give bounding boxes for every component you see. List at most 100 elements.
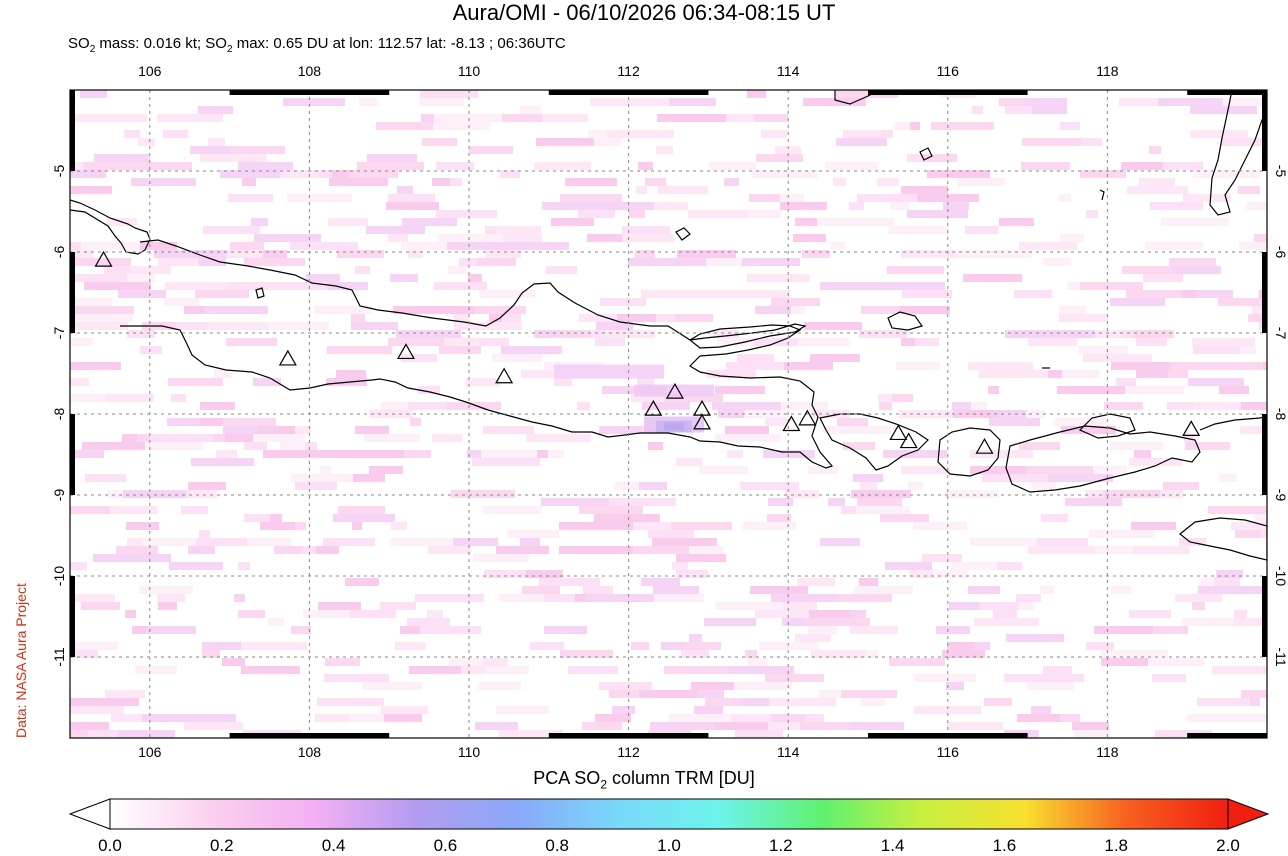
so2-pixel — [798, 338, 850, 346]
so2-pixel — [901, 186, 948, 194]
so2-pixel — [1196, 290, 1233, 298]
so2-pixel — [1250, 698, 1260, 706]
so2-pixel — [521, 370, 555, 378]
so2-pixel — [396, 330, 461, 338]
so2-pixel — [427, 610, 443, 618]
so2-pixel — [748, 658, 768, 666]
map-frame-bars — [70, 90, 1267, 738]
so2-pixel — [156, 714, 171, 722]
coast-bawean — [919, 147, 933, 161]
so2-pixel — [131, 178, 196, 186]
lat-tick-label-right: -8 — [1273, 408, 1288, 421]
so2-pixel — [422, 138, 457, 146]
so2-pixel — [1085, 490, 1103, 498]
so2-pixel — [220, 170, 280, 178]
so2-pixel — [390, 274, 418, 282]
so2-pixel — [388, 338, 444, 346]
so2-pixel — [142, 714, 156, 722]
so2-pixel — [1017, 714, 1060, 722]
so2-pixel — [633, 522, 671, 530]
frame-bar-bottom — [548, 733, 709, 738]
so2-pixel — [800, 722, 850, 730]
so2-pixel — [896, 362, 940, 370]
so2-pixel — [81, 602, 120, 610]
so2-pixel — [70, 706, 124, 714]
so2-pixel — [943, 202, 969, 210]
so2-pixel — [1116, 378, 1136, 386]
so2-pixel — [353, 474, 385, 482]
so2-pixel — [1081, 138, 1102, 146]
so2-pixel — [1119, 98, 1158, 106]
so2-pixel — [872, 218, 894, 226]
so2-pixel — [1219, 386, 1249, 394]
so2-pixel — [70, 650, 98, 658]
frame-bar-top — [868, 90, 1028, 95]
so2-pixel — [290, 242, 358, 250]
so2-pixel — [599, 426, 643, 434]
so2-pixel — [453, 538, 498, 546]
frame-bar-right — [1262, 90, 1267, 171]
so2-pixel — [654, 202, 688, 210]
so2-pixel — [1067, 282, 1080, 290]
volcano-triangle-icon — [899, 432, 918, 449]
so2-pixel — [70, 186, 112, 194]
lon-tick-label-top: 118 — [1096, 63, 1119, 79]
so2-pixel — [367, 154, 417, 162]
colorbar-tick-label: 0.6 — [433, 836, 458, 855]
so2-pixel — [381, 706, 428, 714]
so2-pixel — [768, 722, 800, 730]
so2-pixel — [636, 186, 647, 194]
so2-pixel — [731, 714, 771, 722]
so2-pixel — [402, 218, 457, 226]
so2-pixel — [866, 650, 878, 658]
so2-pixel — [853, 474, 883, 482]
so2-pixel — [559, 522, 593, 530]
so2-pixel — [496, 546, 549, 554]
so2-pixel — [747, 274, 810, 282]
so2-pixel — [579, 506, 643, 514]
so2-pixel — [111, 714, 142, 722]
volcano-triangle-icon — [396, 343, 415, 360]
so2-pixel — [428, 546, 471, 554]
so2-pixel — [351, 322, 398, 330]
so2-pixel — [486, 250, 521, 258]
so2-pixel — [332, 170, 349, 178]
coast-java — [120, 239, 834, 469]
so2-pixel — [317, 170, 332, 178]
frame-bar-right — [1262, 414, 1267, 495]
so2-pixel — [709, 162, 756, 170]
so2-enhanced-pixel — [634, 384, 715, 397]
so2-pixel — [295, 482, 337, 490]
so2-pixel — [270, 514, 282, 522]
so2-pixel — [945, 490, 999, 498]
so2-pixel — [244, 514, 270, 522]
so2-pixel — [140, 242, 177, 250]
so2-pixel — [1192, 602, 1205, 610]
so2-pixel — [595, 338, 625, 346]
so2-pixel — [213, 434, 225, 442]
so2-pixel — [1223, 98, 1267, 106]
so2-pixel — [748, 210, 781, 218]
so2-pixel — [1212, 666, 1263, 674]
so2-pixel — [418, 386, 440, 394]
so2-pixel — [963, 274, 1022, 282]
so2-pixel — [878, 394, 892, 402]
map-border — [69, 89, 1268, 739]
so2-pixel — [970, 450, 1033, 458]
so2-pixel — [653, 586, 699, 594]
so2-pixel — [1094, 626, 1153, 634]
so2-pixel — [631, 642, 649, 650]
frame-bar-left — [70, 576, 75, 657]
so2-pixel — [305, 442, 317, 450]
so2-pixel — [639, 482, 667, 490]
so2-pixel — [910, 122, 920, 130]
so2-pixel — [207, 322, 268, 330]
so2-pixel — [635, 682, 652, 690]
so2-pixel — [83, 162, 143, 170]
so2-pixel — [466, 378, 500, 386]
so2-pixel — [591, 330, 603, 338]
so2-pixel — [448, 266, 468, 274]
lon-tick-label-top: 112 — [617, 63, 640, 79]
so2-pixel — [70, 562, 87, 570]
so2-pixel — [977, 250, 1032, 258]
